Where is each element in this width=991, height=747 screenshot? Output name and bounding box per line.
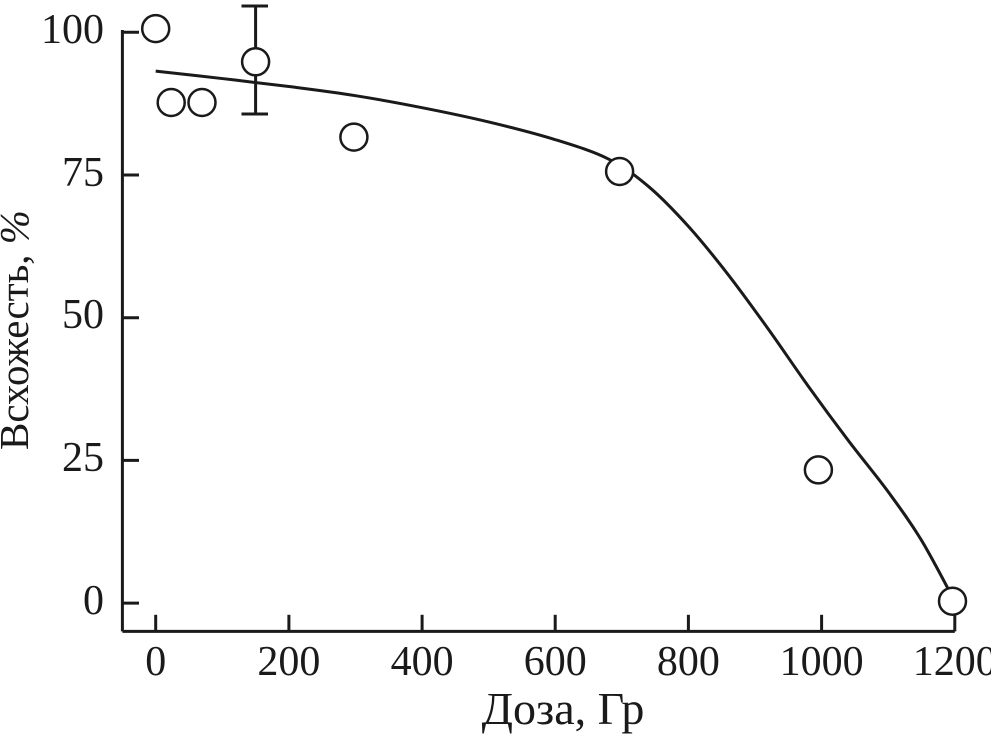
- svg-text:50: 50: [62, 292, 104, 338]
- svg-text:Доза, Гр: Доза, Гр: [482, 683, 645, 734]
- svg-text:1200: 1200: [913, 639, 991, 685]
- svg-text:0: 0: [83, 578, 104, 624]
- svg-text:800: 800: [657, 639, 720, 685]
- svg-text:25: 25: [62, 435, 104, 481]
- svg-text:600: 600: [524, 639, 587, 685]
- svg-text:75: 75: [62, 150, 104, 196]
- svg-text:0: 0: [145, 639, 166, 685]
- svg-text:200: 200: [257, 639, 320, 685]
- svg-text:Всхожесть, %: Всхожесть, %: [0, 210, 37, 450]
- svg-text:100: 100: [41, 7, 104, 53]
- svg-text:1000: 1000: [780, 639, 864, 685]
- svg-text:400: 400: [391, 639, 454, 685]
